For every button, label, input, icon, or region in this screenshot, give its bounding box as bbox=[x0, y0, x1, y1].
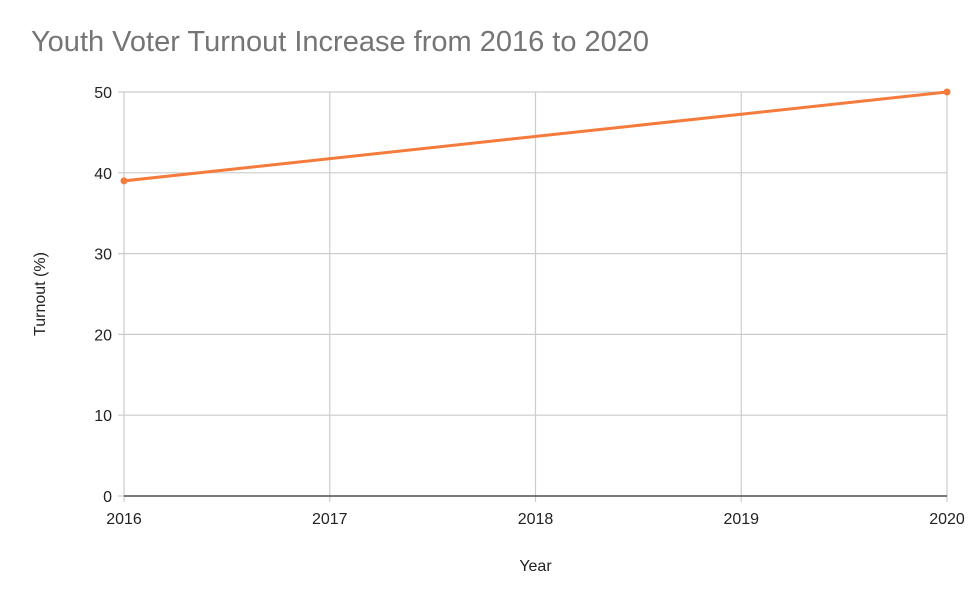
y-tick-label: 0 bbox=[103, 489, 112, 506]
x-tick-label: 2017 bbox=[312, 511, 348, 528]
y-tick-label: 10 bbox=[94, 408, 112, 425]
x-tick-label: 2016 bbox=[106, 511, 142, 528]
y-axis-title: Turnout (%) bbox=[32, 252, 49, 336]
x-tick-label: 2018 bbox=[518, 511, 554, 528]
data-point bbox=[943, 88, 951, 96]
y-tick-label: 30 bbox=[94, 247, 112, 264]
series-line bbox=[123, 90, 948, 183]
data-point bbox=[120, 177, 128, 185]
y-tick-label: 40 bbox=[94, 166, 112, 183]
x-tick-label: 2020 bbox=[929, 511, 965, 528]
y-tick-label: 20 bbox=[94, 327, 112, 344]
x-tick-label: 2019 bbox=[723, 511, 759, 528]
x-axis-title: Year bbox=[519, 558, 552, 575]
y-tick-label: 50 bbox=[94, 85, 112, 102]
chart-title: Youth Voter Turnout Increase from 2016 t… bbox=[31, 26, 650, 58]
